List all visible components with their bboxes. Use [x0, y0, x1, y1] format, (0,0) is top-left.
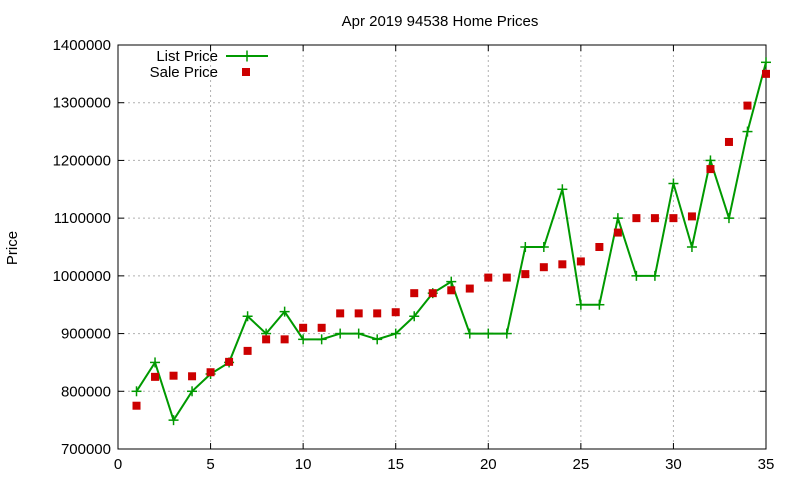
list-price-point: [131, 386, 142, 397]
x-tick-label: 30: [665, 456, 682, 473]
legend-label-list-price: List Price: [156, 48, 218, 65]
sale-price-point: [576, 257, 585, 266]
x-tick-label: 0: [114, 456, 122, 473]
sale-price-point: [336, 309, 345, 318]
y-tick-label: 800000: [61, 383, 111, 400]
list-price-point: [279, 306, 290, 317]
y-axis-tick-labels: 700000 800000 900000 1000000 1100000 1200000 1…: [53, 37, 111, 458]
y-tick-label: 1100000: [54, 210, 111, 227]
list-price-point: [575, 299, 586, 310]
x-tick-label: 35: [758, 456, 775, 473]
list-price-point: [446, 276, 457, 287]
sale-price-point: [188, 372, 197, 381]
sale-price-point: [706, 165, 715, 174]
sale-price-point: [558, 260, 567, 269]
sale-price-point: [669, 214, 678, 223]
list-price-point: [594, 299, 605, 310]
plot-frame: [117, 44, 767, 450]
list-price-point: [150, 357, 161, 368]
list-price-point: [353, 328, 364, 339]
list-price-point: [464, 328, 475, 339]
list-price-point: [298, 334, 309, 345]
sale-price-point: [484, 273, 493, 282]
x-axis-tick-labels: 0 5 10 15 20 25 30 35: [114, 456, 775, 473]
sale-price-point: [650, 214, 659, 223]
list-price-point: [686, 242, 697, 252]
sale-price-point: [243, 346, 252, 355]
list-price-point: [723, 213, 734, 224]
list-price-point: [612, 213, 623, 224]
x-tick-label: 5: [206, 456, 214, 473]
legend: List Price Sale Price: [150, 48, 268, 81]
list-price-point: [520, 242, 531, 252]
axis-ticks: [117, 44, 767, 450]
data-series: [131, 57, 771, 426]
list-price-point: [705, 155, 716, 166]
list-price-point: [649, 270, 660, 281]
list-price-point: [668, 178, 679, 189]
y-axis-label: Price: [4, 231, 21, 265]
sale-price-point: [299, 323, 308, 332]
list-price-point: [538, 242, 549, 252]
list-price-point: [409, 311, 420, 322]
sale-price-point: [724, 137, 733, 146]
list-price-point: [316, 334, 327, 345]
sale-price-point: [539, 263, 548, 272]
y-tick-label: 700000: [61, 441, 111, 458]
list-price-point: [742, 126, 753, 137]
y-tick-label: 1200000: [53, 152, 111, 169]
list-price-point: [501, 328, 512, 339]
sale-price-point: [169, 371, 178, 380]
sale-price-point: [465, 284, 474, 293]
sale-price-point: [447, 286, 456, 295]
sale-price-point: [225, 357, 234, 366]
chart-title: Apr 2019 94538 Home Prices: [342, 13, 539, 30]
y-tick-label: 1000000: [53, 268, 111, 285]
sale-price-point: [613, 228, 622, 237]
x-tick-label: 10: [295, 456, 312, 473]
list-price-point: [372, 334, 383, 345]
series-list-price: [131, 57, 771, 426]
sale-price-point: [595, 243, 604, 251]
x-tick-label: 20: [480, 456, 497, 473]
sale-price-point: [391, 308, 400, 317]
list-price-point: [483, 328, 494, 339]
sale-price-point: [743, 101, 752, 110]
y-tick-label: 900000: [61, 326, 111, 343]
list-price-point: [187, 386, 198, 397]
sale-price-point: [502, 273, 511, 282]
list-price-line: [135, 62, 767, 423]
sale-price-point: [151, 372, 160, 381]
sale-price-point: [354, 309, 363, 318]
x-tick-label: 15: [387, 456, 404, 473]
list-price-point: [761, 57, 771, 68]
list-price-point: [335, 328, 346, 339]
list-price-point: [390, 328, 401, 339]
sale-price-point: [762, 69, 770, 78]
sale-price-point: [687, 212, 696, 221]
list-price-point: [242, 311, 253, 322]
sale-price-point: [521, 270, 530, 279]
sale-price-point: [373, 309, 382, 318]
x-tick-label: 25: [573, 456, 590, 473]
list-price-point: [631, 270, 642, 281]
sale-price-point: [632, 214, 641, 223]
legend-marker-list-price: [241, 50, 253, 62]
grid-lines: [118, 45, 766, 449]
sale-price-point: [206, 368, 215, 377]
sale-price-point: [317, 323, 326, 332]
sale-price-point: [262, 335, 271, 344]
y-tick-label: 1400000: [53, 37, 111, 54]
sale-price-point: [428, 289, 437, 298]
sale-price-point: [280, 335, 289, 344]
sale-price-point: [132, 401, 141, 410]
sale-price-point: [410, 289, 419, 298]
y-tick-label: 1300000: [53, 95, 111, 112]
series-sale-price: [132, 69, 770, 410]
legend-label-sale-price: Sale Price: [150, 64, 218, 81]
list-price-point: [557, 184, 568, 195]
list-price-point: [168, 415, 179, 426]
legend-marker-sale-price: [242, 68, 250, 76]
